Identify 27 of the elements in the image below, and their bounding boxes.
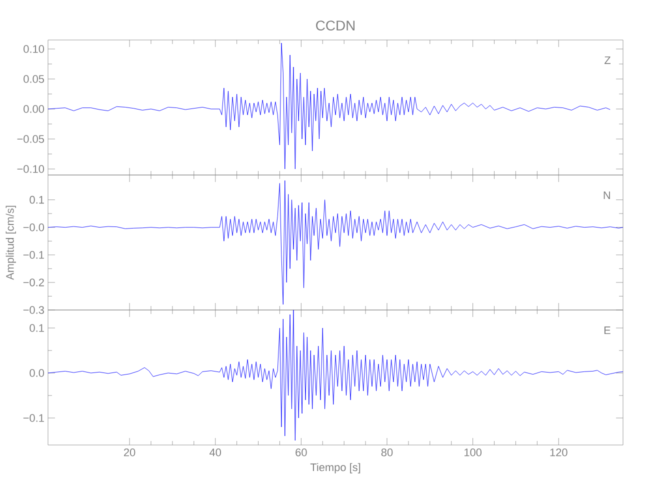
chart-title: CCDN: [316, 20, 355, 30]
line-series: [48, 180, 624, 305]
y-tick-label: 0.00: [24, 105, 44, 113]
x-tick-label: 100: [464, 448, 482, 456]
line-series: [48, 310, 624, 441]
y-tick-label: 0.10: [24, 45, 44, 53]
annotation: N: [604, 191, 610, 200]
y-tick-label: −0.05: [17, 135, 44, 143]
x-tick-label: 20: [124, 448, 136, 456]
x-tick-label: 60: [296, 448, 307, 456]
x-axis-title: Tiempo [s]: [310, 463, 360, 474]
y-tick-label: −0.1: [23, 251, 44, 259]
y-tick-label: 0.05: [24, 75, 44, 83]
y-tick-label: −0.2: [23, 278, 44, 286]
y-tick-label: 0.0: [30, 369, 44, 377]
y-tick-label: 0.1: [30, 196, 44, 204]
annotation: E: [604, 326, 610, 334]
y-axis-title: Amplitud [cm/s]: [6, 206, 16, 280]
y-tick-label: −0.1: [23, 414, 44, 422]
x-tick-label: 40: [210, 448, 222, 456]
annotation: Z: [604, 56, 611, 64]
x-tick-label: 120: [550, 448, 568, 456]
y-tick-label: −0.10: [17, 165, 44, 173]
x-tick-label: 80: [381, 448, 393, 456]
y-tick-label: 0.1: [30, 324, 44, 332]
y-tick-label: −0.0: [23, 223, 44, 232]
y-tick-label: −0.3: [23, 306, 44, 314]
